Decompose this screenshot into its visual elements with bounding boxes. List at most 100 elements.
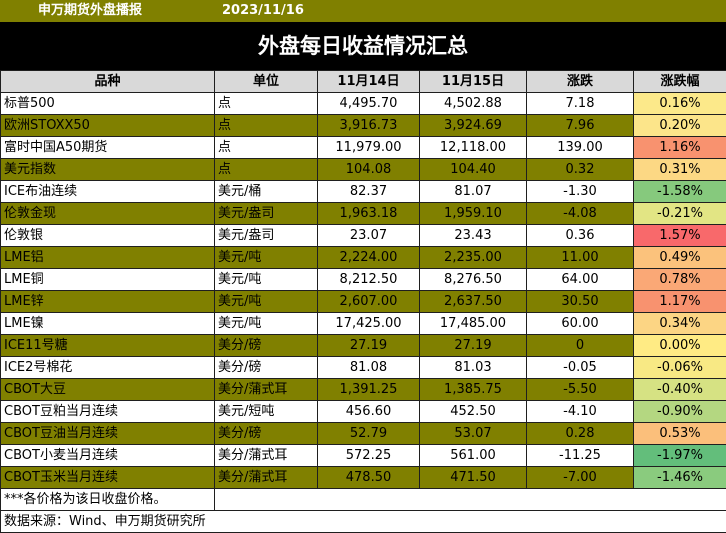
change-pct-cell: -1.97% — [633, 444, 726, 467]
unit-cell: 美分/蒲式耳 — [214, 466, 318, 489]
table-row: ICE布油连续 美元/桶 82.37 81.07 -1.30 -1.58% — [0, 180, 726, 203]
report-header-bar: 申万期货外盘播报 2023/11/16 — [0, 0, 726, 22]
date2-value-cell: 17,485.00 — [419, 312, 527, 335]
change-pct-cell: 1.57% — [633, 224, 726, 247]
variety-cell: LME锌 — [0, 290, 215, 313]
change-pct-cell: -0.40% — [633, 378, 726, 401]
variety-cell: CBOT豆油当月连续 — [0, 422, 215, 445]
date2-value-cell: 1,385.75 — [419, 378, 527, 401]
unit-cell: 美元/吨 — [214, 290, 318, 313]
variety-cell: ICE11号糖 — [0, 334, 215, 357]
table-row: LME镍 美元/吨 17,425.00 17,485.00 60.00 0.34% — [0, 312, 726, 335]
date1-value-cell: 8,212.50 — [317, 268, 420, 291]
table-row: 伦敦金现 美元/盎司 1,963.18 1,959.10 -4.08 -0.21% — [0, 202, 726, 225]
unit-cell: 点 — [214, 92, 318, 115]
change-pct-cell: 0.49% — [633, 246, 726, 269]
table-row: 欧洲STOXX50 点 3,916.73 3,924.69 7.96 0.20% — [0, 114, 726, 137]
change-cell: -7.00 — [526, 466, 634, 489]
change-pct-cell: 0.16% — [633, 92, 726, 115]
change-pct-cell: 0.53% — [633, 422, 726, 445]
table-row: LME铜 美元/吨 8,212.50 8,276.50 64.00 0.78% — [0, 268, 726, 291]
unit-cell: 美元/桶 — [214, 180, 318, 203]
change-pct-cell: -0.90% — [633, 400, 726, 423]
column-header-variety: 品种 — [0, 70, 215, 93]
date2-value-cell: 1,959.10 — [419, 202, 527, 225]
column-header-date2: 11月15日 — [419, 70, 527, 93]
footnote-text: ***各价格为该日收盘价格。 — [0, 488, 215, 511]
unit-cell: 美分/磅 — [214, 334, 318, 357]
change-cell: 139.00 — [526, 136, 634, 159]
change-cell: 60.00 — [526, 312, 634, 335]
column-header-date1: 11月14日 — [317, 70, 420, 93]
unit-cell: 美分/磅 — [214, 422, 318, 445]
date1-value-cell: 1,391.25 — [317, 378, 420, 401]
date1-value-cell: 4,495.70 — [317, 92, 420, 115]
unit-cell: 美元/盎司 — [214, 202, 318, 225]
unit-cell: 美分/蒲式耳 — [214, 444, 318, 467]
table-row: LME铝 美元/吨 2,224.00 2,235.00 11.00 0.49% — [0, 246, 726, 269]
date2-value-cell: 452.50 — [419, 400, 527, 423]
change-pct-cell: -1.58% — [633, 180, 726, 203]
change-cell: -5.50 — [526, 378, 634, 401]
unit-cell: 美元/短吨 — [214, 400, 318, 423]
table-row: CBOT豆粕当月连续 美元/短吨 456.60 452.50 -4.10 -0.90% — [0, 400, 726, 423]
date2-value-cell: 12,118.00 — [419, 136, 527, 159]
date1-value-cell: 11,979.00 — [317, 136, 420, 159]
table-row: 富时中国A50期货点 11,979.00 12,118.00 139.00 1.16% — [0, 136, 726, 159]
main-title: 外盘每日收益情况汇总 — [0, 22, 726, 70]
date1-value-cell: 572.25 — [317, 444, 420, 467]
unit-cell: 点 — [214, 158, 318, 181]
report-title: 申万期货外盘播报 — [38, 3, 143, 18]
change-pct-cell: 0.34% — [633, 312, 726, 335]
table-row: 美元指数点 104.08 104.40 0.32 0.31% — [0, 158, 726, 181]
date2-value-cell: 2,235.00 — [419, 246, 527, 269]
table-row: CBOT小麦当月连续 美分/蒲式耳 572.25 561.00 -11.25 -1.97% — [0, 444, 726, 467]
column-header-change: 涨跌 — [526, 70, 634, 93]
change-cell: -0.05 — [526, 356, 634, 379]
variety-cell: 伦敦金现 — [0, 202, 215, 225]
variety-cell: CBOT小麦当月连续 — [0, 444, 215, 467]
unit-cell: 点 — [214, 114, 318, 137]
change-cell: -1.30 — [526, 180, 634, 203]
date1-value-cell: 2,607.00 — [317, 290, 420, 313]
change-pct-cell: 1.17% — [633, 290, 726, 313]
date1-value-cell: 478.50 — [317, 466, 420, 489]
date2-value-cell: 561.00 — [419, 444, 527, 467]
variety-cell: ICE2号棉花 — [0, 356, 215, 379]
date2-value-cell: 3,924.69 — [419, 114, 527, 137]
column-header-change-pct: 涨跌幅 — [633, 70, 726, 93]
unit-cell: 美元/吨 — [214, 246, 318, 269]
change-cell: 0.28 — [526, 422, 634, 445]
change-pct-cell: 0.00% — [633, 334, 726, 357]
variety-cell: CBOT玉米当月连续 — [0, 466, 215, 489]
variety-cell: 欧洲STOXX50 — [0, 114, 215, 137]
variety-cell: 伦敦银 — [0, 224, 215, 247]
date2-value-cell: 81.07 — [419, 180, 527, 203]
source-row: 数据来源：Wind、申万期货研究所 — [0, 510, 726, 533]
change-pct-cell: 0.20% — [633, 114, 726, 137]
unit-cell: 点 — [214, 136, 318, 159]
change-cell: 7.96 — [526, 114, 634, 137]
date2-value-cell: 2,637.50 — [419, 290, 527, 313]
date2-value-cell: 104.40 — [419, 158, 527, 181]
variety-cell: LME铜 — [0, 268, 215, 291]
change-cell: 0.36 — [526, 224, 634, 247]
change-cell: 11.00 — [526, 246, 634, 269]
date1-value-cell: 17,425.00 — [317, 312, 420, 335]
variety-cell: 富时中国A50期货 — [0, 136, 215, 159]
date2-value-cell: 27.19 — [419, 334, 527, 357]
unit-cell: 美元/吨 — [214, 268, 318, 291]
change-cell: 30.50 — [526, 290, 634, 313]
table-row: ICE11号糖 美分/磅 27.19 27.19 0 0.00% — [0, 334, 726, 357]
data-source-text: 数据来源：Wind、申万期货研究所 — [0, 510, 726, 533]
date1-value-cell: 104.08 — [317, 158, 420, 181]
table-row: ICE2号棉花 美分/磅 81.08 81.03 -0.05 -0.06% — [0, 356, 726, 379]
date2-value-cell: 53.07 — [419, 422, 527, 445]
date2-value-cell: 81.03 — [419, 356, 527, 379]
change-cell: -11.25 — [526, 444, 634, 467]
column-header-unit: 单位 — [214, 70, 318, 93]
change-cell: -4.10 — [526, 400, 634, 423]
variety-cell: LME镍 — [0, 312, 215, 335]
date2-value-cell: 23.43 — [419, 224, 527, 247]
